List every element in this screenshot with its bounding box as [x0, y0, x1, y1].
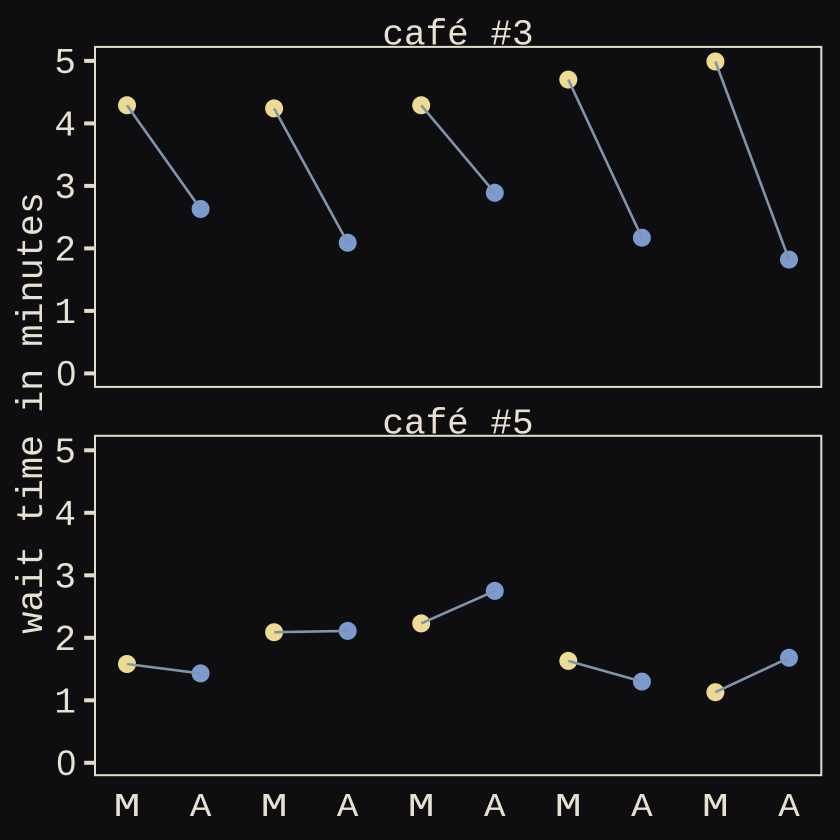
- svg-text:2: 2: [54, 620, 76, 661]
- svg-text:3: 3: [54, 168, 76, 209]
- svg-text:A: A: [484, 789, 506, 826]
- svg-text:M: M: [408, 789, 435, 826]
- svg-text:A: A: [631, 789, 653, 826]
- svg-text:0: 0: [57, 355, 76, 394]
- svg-text:café #5: café #5: [382, 403, 533, 444]
- svg-text:5: 5: [54, 433, 76, 474]
- svg-text:A: A: [778, 789, 800, 826]
- svg-text:M: M: [702, 789, 729, 826]
- svg-text:4: 4: [54, 495, 76, 536]
- svg-text:1: 1: [54, 683, 76, 724]
- svg-text:4: 4: [54, 106, 76, 147]
- svg-text:wait time in minutes: wait time in minutes: [12, 192, 54, 634]
- svg-text:café #3: café #3: [382, 15, 533, 56]
- svg-text:M: M: [555, 789, 582, 826]
- svg-text:A: A: [337, 789, 359, 826]
- svg-text:5: 5: [54, 43, 76, 84]
- svg-text:1: 1: [54, 293, 76, 334]
- svg-text:M: M: [114, 789, 141, 826]
- svg-text:2: 2: [54, 231, 76, 272]
- svg-text:0: 0: [57, 744, 76, 783]
- svg-text:M: M: [261, 789, 288, 826]
- svg-text:3: 3: [54, 558, 76, 599]
- svg-text:A: A: [190, 789, 212, 826]
